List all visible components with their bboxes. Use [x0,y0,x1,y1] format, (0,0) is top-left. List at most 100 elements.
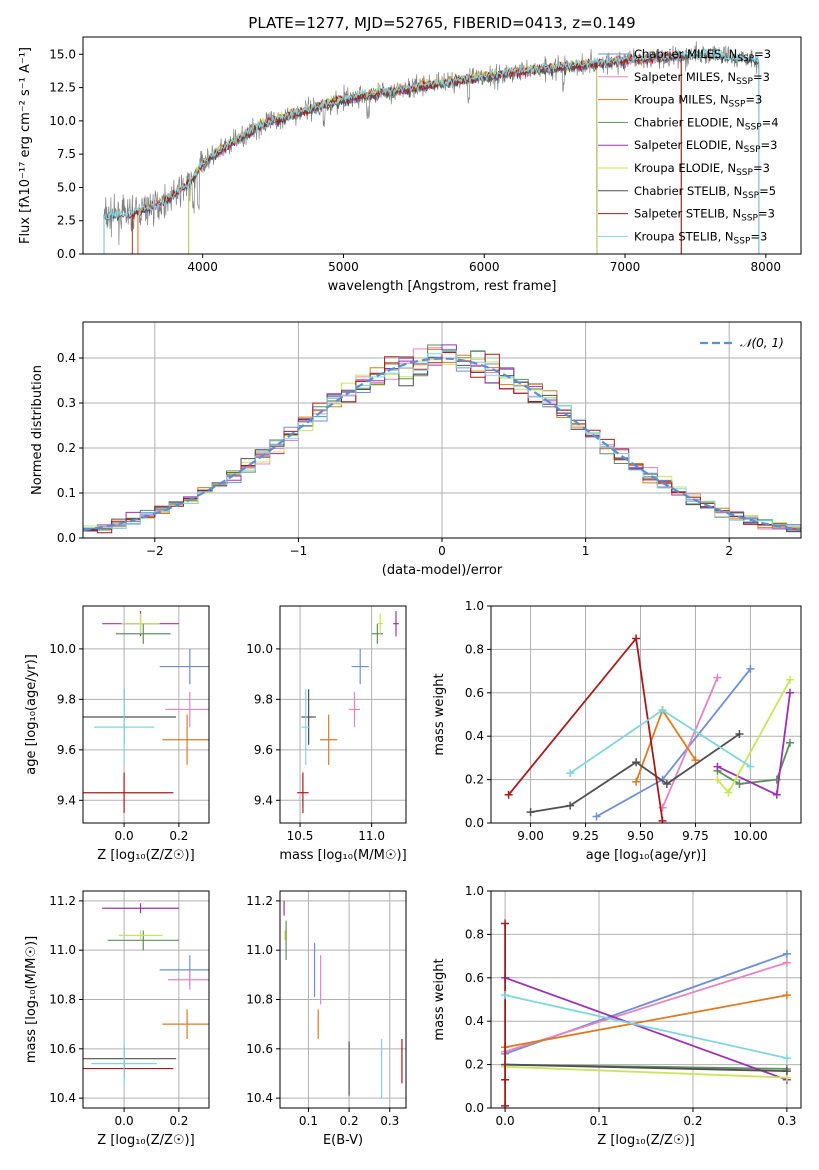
legend-entry-sstelib: Salpeter STELIB, NSSP=3 [634,207,775,224]
weight-point-cmiles [746,664,755,673]
weight-point-cmiles [782,949,791,958]
axes-frame [279,605,407,824]
x-tick-label: 9.50 [627,829,654,843]
y-tick-label: 0.4 [465,1014,484,1028]
legend-entry-count: =3 [753,161,770,175]
weight-point-smiles [713,673,722,682]
x-tick-label: 6000 [469,260,500,274]
x-tick-label: 0.1 [589,1114,608,1128]
legend-entry-kelodie: Kroupa ELODIE, NSSP=3 [634,161,770,178]
y-tick-label: 9.6 [57,743,76,757]
y-tick-label: 10.0 [49,114,76,128]
weight-point-sstelib [501,919,510,928]
weight-line-kstelib [504,994,788,1059]
weight-point-kstelib [501,991,510,1000]
y-tick-label: 10.4 [246,1091,273,1105]
x-tick-label: 0.2 [340,1114,359,1128]
weight-line-kmiles [504,994,788,1049]
weight-point-celodie [735,779,744,788]
weight-point-kelodie [786,675,795,684]
y-axis-label: Normed distribution [30,365,45,495]
weight-point-kstelib [782,1054,791,1063]
weight-point-sstelib [501,1075,510,1084]
legend-entry-name: Salpeter ELODIE, N [634,138,744,152]
y-tick-label: 9.8 [57,692,76,706]
weight-line-smiles [504,961,788,1053]
panel-mass_vs_ebv: 0.1 0.2 0.3 10.4 10.6 10.8 11.0 11.2 E(B-V) [246,890,407,1148]
y-tick-label: 0.4 [465,729,484,743]
legend-entry-normal: 𝒩(0, 1) [740,336,784,350]
plot-area-mass_vs_Z [83,891,209,1108]
y-tick-label: 10.6 [49,1042,76,1056]
axes-frame [82,605,210,824]
legend-entry-cmiles: Chabrier MILES, NSSP=3 [634,47,771,64]
legend-entry-sub: SSP [742,191,759,201]
y-tick-label: 0.0 [57,247,76,261]
residual-legend: 𝒩(0, 1) [700,336,784,350]
weight-point-celodie [786,738,795,747]
weight-point-kmiles [632,777,641,786]
panel-weight_vs_Z: 0.0 0.1 0.2 0.3 0.0 0.2 0.4 0.6 0.8 1.0 Z [log₁₀(Z… [432,884,802,1148]
legend-entry-name: Kroupa ELODIE, N [634,161,736,175]
x-tick-label: 0.3 [777,1114,796,1128]
y-tick-label: 0.8 [465,927,484,941]
legend-entry-count: =3 [745,93,762,107]
x-tick-label: 1 [582,544,590,558]
legend-entry-count: =3 [750,229,767,243]
y-tick-label: 10.0 [246,642,273,656]
plot-area-residuals [83,322,801,538]
plot-area-spectrum [103,41,760,254]
legend-entry-sub: SSP [737,54,754,64]
panel-age_vs_mass: 10.5 11.0 9.4 9.6 9.8 10.0 mass [log₁₀(M/M☉)] [246,605,407,863]
legend-entry-sub: SSP [745,122,762,132]
weight-point-selodie [713,762,722,771]
weight-point-kmiles [782,991,791,1000]
y-tick-label: 0.6 [465,971,484,985]
weight-point-cstelib [526,808,535,817]
y-tick-label: 1.0 [465,884,484,898]
legend-entry-count: =5 [759,184,776,198]
axes-frame [82,36,802,255]
x-tick-label: 0.2 [169,829,188,843]
legend-entry-name: Kroupa STELIB, N [634,229,734,243]
y-tick-label: 10.0 [49,642,76,656]
axes-frame [490,890,802,1109]
axes-frame [279,890,407,1109]
weight-line-cstelib [530,733,740,813]
y-tick-label: 7.5 [57,147,76,161]
y-tick-label: 9.4 [57,793,76,807]
panel-age_vs_Z: 0.0 0.2 9.4 9.6 9.8 10.0 Z [log₁₀(Z/Z☉)] age [l… [24,605,210,863]
y-tick-label: 0.0 [465,1101,484,1115]
model-spectrum-sstelib [131,51,682,254]
y-tick-label: 15.0 [49,47,76,61]
legend-entry-sub: SSP [741,214,758,224]
x-tick-label: 0 [438,544,446,558]
legend-entry-sub: SSP [736,168,753,178]
x-tick-label: 9.25 [572,829,599,843]
x-tick-label: 7000 [610,260,641,274]
x-tick-label: 4000 [187,260,218,274]
y-tick-label: 0.3 [57,396,76,410]
weight-point-cstelib [735,730,744,739]
y-axis-label: Flux [fλ10⁻¹⁷ erg cm⁻² s⁻¹ A⁻¹] [18,47,33,244]
y-tick-label: 12.5 [49,81,76,95]
panel-residuals: −2 −1 0 1 2 0.0 0.1 0.2 0.3 0.4 (data-model)/error… [30,321,802,578]
weight-point-sstelib [632,634,641,643]
y-tick-label: 0.1 [57,486,76,500]
y-tick-label: 5.0 [57,180,76,194]
model-spectrum-kelodie [188,57,598,254]
y-axis-label: mass weight [432,958,447,1040]
legend-entry-name: Salpeter MILES, N [634,70,736,84]
model-spectrum-kstelib [103,47,760,254]
y-tick-label: 2.5 [57,214,76,228]
y-axis-label: mass [log₁₀(M/M☉)] [24,936,39,1063]
y-tick-label: 0.2 [465,773,484,787]
y-axis-label: age [log₁₀(age/yr)] [24,654,39,775]
y-tick-label: 0.2 [57,441,76,455]
y-tick-label: 10.8 [246,993,273,1007]
y-tick-label: 0.8 [465,642,484,656]
axes-frame [82,321,802,539]
x-tick-label: 0.0 [115,1114,134,1128]
figure-title: PLATE=1277, MJD=52765, FIBERID=0413, z=0… [248,14,635,32]
plot-area-age_vs_Z [83,606,209,823]
